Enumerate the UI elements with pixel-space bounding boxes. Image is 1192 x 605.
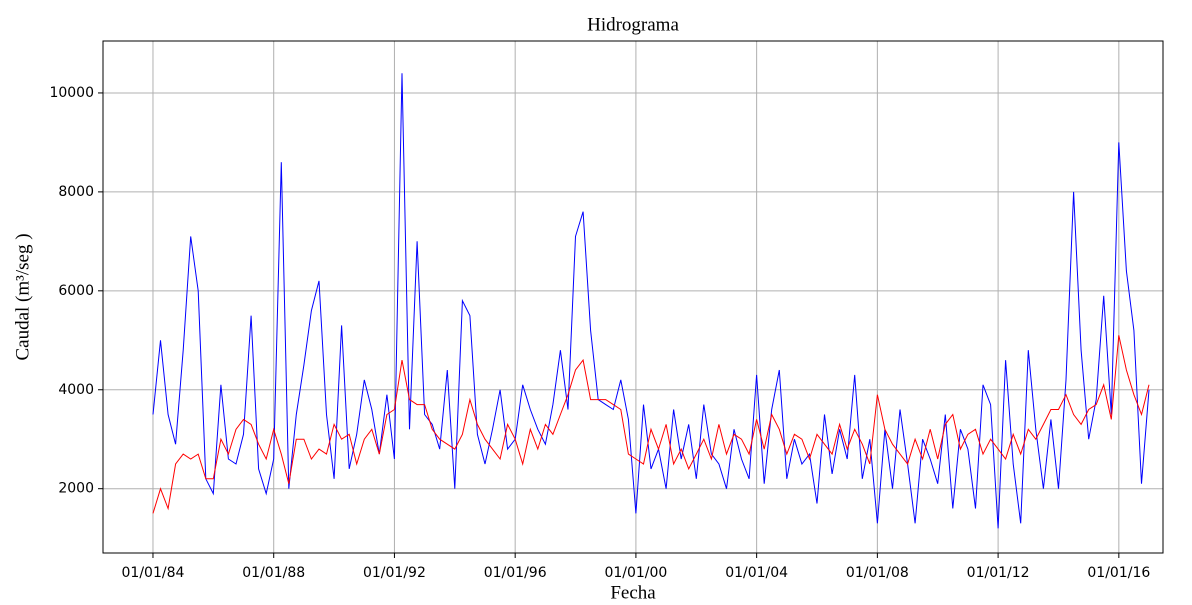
plot-frame <box>102 40 1164 554</box>
x-tick-label: 01/01/92 <box>363 565 426 581</box>
y-tick-label: 10000 <box>49 85 94 101</box>
y-tick-label: 8000 <box>58 184 94 200</box>
x-tick-label: 01/01/16 <box>1087 565 1150 581</box>
y-tick-label: 2000 <box>58 481 94 497</box>
x-tick-label: 01/01/04 <box>725 565 788 581</box>
y-tick-label: 6000 <box>58 283 94 299</box>
x-tick-label: 01/01/08 <box>846 565 909 581</box>
data-line <box>152 73 1150 529</box>
y-tick-label: 4000 <box>58 382 94 398</box>
data-line <box>152 335 1150 514</box>
y-axis-label: Caudal (m³/seg ) <box>12 233 33 360</box>
x-tick-label: 01/01/12 <box>967 565 1030 581</box>
x-tick-label: 01/01/88 <box>242 565 305 581</box>
x-tick-label: 01/01/00 <box>604 565 667 581</box>
chart-title: Hidrograma <box>587 14 679 35</box>
x-tick-label: 01/01/96 <box>484 565 547 581</box>
x-axis-label: Fecha <box>610 582 656 603</box>
x-tick-label: 01/01/84 <box>122 565 185 581</box>
